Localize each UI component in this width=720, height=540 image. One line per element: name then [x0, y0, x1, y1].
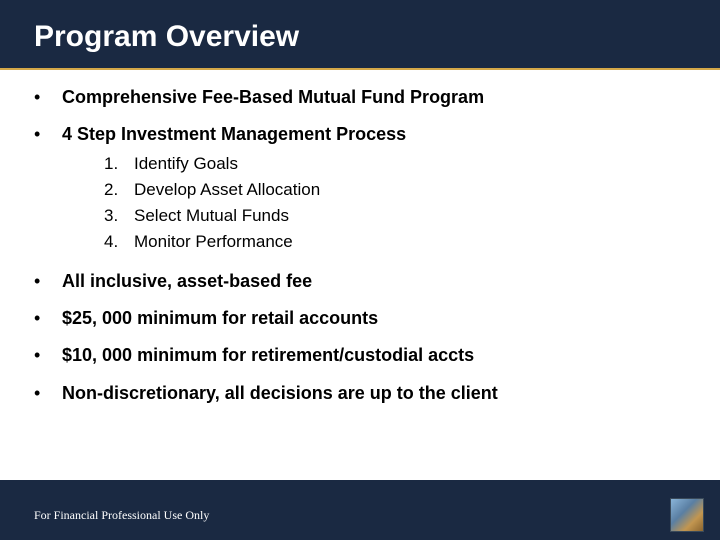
numbered-sublist: 1. Identify Goals 2. Develop Asset Alloc…	[104, 153, 686, 254]
sub-text: Develop Asset Allocation	[134, 179, 320, 202]
content-area: • Comprehensive Fee-Based Mutual Fund Pr…	[0, 70, 720, 480]
bullet-text: $10, 000 minimum for retirement/custodia…	[62, 344, 474, 367]
sub-number: 4.	[104, 231, 134, 254]
footer-disclaimer: For Financial Professional Use Only	[34, 508, 209, 523]
sub-text: Select Mutual Funds	[134, 205, 289, 228]
bullet-marker: •	[34, 86, 62, 109]
bullet-marker: •	[34, 344, 62, 367]
bullet-text: Non-discretionary, all decisions are up …	[62, 382, 498, 405]
bullet-item: • All inclusive, asset-based fee	[34, 270, 686, 293]
bullet-item: • 4 Step Investment Management Process	[34, 123, 686, 146]
bullet-item: • Comprehensive Fee-Based Mutual Fund Pr…	[34, 86, 686, 109]
sub-item: 1. Identify Goals	[104, 153, 686, 176]
sub-text: Monitor Performance	[134, 231, 293, 254]
bullet-marker: •	[34, 307, 62, 330]
footer-bar: For Financial Professional Use Only	[0, 490, 720, 540]
sub-text: Identify Goals	[134, 153, 238, 176]
sub-number: 2.	[104, 179, 134, 202]
bullet-item: • Non-discretionary, all decisions are u…	[34, 382, 686, 405]
sub-item: 4. Monitor Performance	[104, 231, 686, 254]
bullet-text: 4 Step Investment Management Process	[62, 123, 406, 146]
bullet-marker: •	[34, 382, 62, 405]
sub-number: 3.	[104, 205, 134, 228]
footer-logo-icon	[670, 498, 704, 532]
slide-title: Program Overview	[34, 20, 686, 54]
bullet-text: Comprehensive Fee-Based Mutual Fund Prog…	[62, 86, 484, 109]
sub-item: 2. Develop Asset Allocation	[104, 179, 686, 202]
bullet-text: All inclusive, asset-based fee	[62, 270, 312, 293]
sub-item: 3. Select Mutual Funds	[104, 205, 686, 228]
sub-number: 1.	[104, 153, 134, 176]
bullet-text: $25, 000 minimum for retail accounts	[62, 307, 378, 330]
bullet-item: • $25, 000 minimum for retail accounts	[34, 307, 686, 330]
bullet-marker: •	[34, 270, 62, 293]
bullet-item: • $10, 000 minimum for retirement/custod…	[34, 344, 686, 367]
bullet-marker: •	[34, 123, 62, 146]
title-bar: Program Overview	[0, 0, 720, 70]
